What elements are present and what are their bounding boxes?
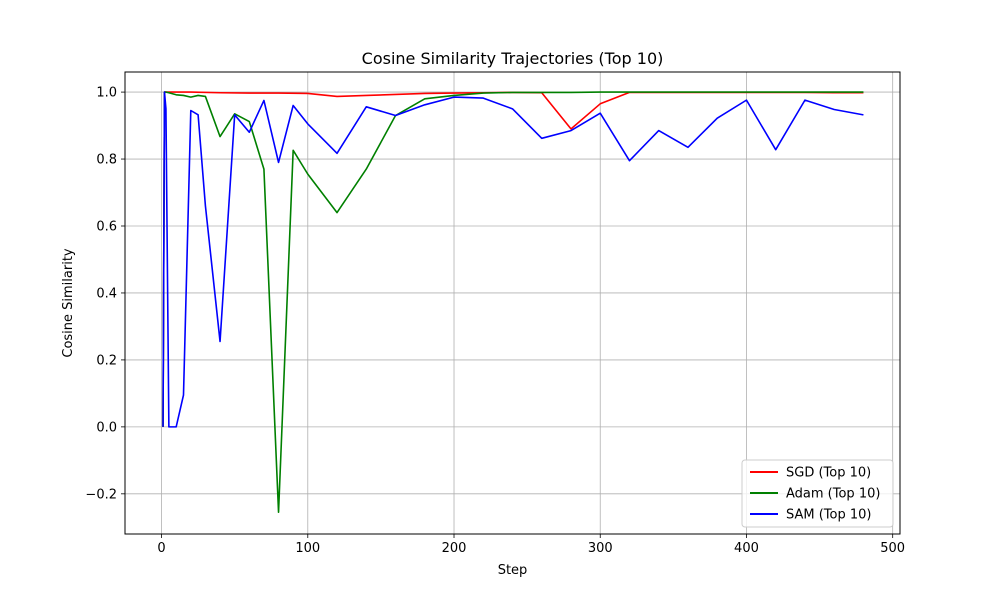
- y-axis-label: Cosine Similarity: [61, 248, 76, 358]
- x-axis-label: Step: [498, 563, 528, 578]
- y-tick-label: 0.2: [96, 353, 117, 368]
- y-tick-label: −0.2: [85, 487, 117, 502]
- legend-box: [741, 459, 894, 528]
- legend-label-sam: SAM (Top 10): [786, 508, 872, 523]
- series-lines: [162, 91, 864, 514]
- legend-label-adam: Adam (Top 10): [786, 487, 880, 502]
- x-tick-label: 500: [880, 541, 905, 556]
- plot-frame: [124, 71, 901, 535]
- chart-title: Cosine Similarity Trajectories (Top 10): [362, 49, 664, 68]
- series-line-adam: [162, 91, 864, 514]
- x-tick-label: 100: [295, 541, 320, 556]
- legend-label-sgd: SGD (Top 10): [786, 466, 871, 481]
- x-tick-label: 300: [588, 541, 613, 556]
- y-tick-label: 0.0: [96, 420, 117, 435]
- y-tick-label: 0.4: [96, 286, 117, 301]
- x-tick-label: 200: [442, 541, 467, 556]
- axis-ticks: 0 100 200 300 400 500 −0.2 0.0 0.2 0.4 0.6 0.8 1.0: [85, 86, 905, 556]
- y-tick-label: 1.0: [96, 86, 117, 101]
- legend: SGD (Top 10) Adam (Top 10) SAM (Top 10): [741, 459, 894, 528]
- x-tick-label: 0: [157, 541, 165, 556]
- y-tick-label: 0.8: [96, 153, 117, 168]
- x-tick-label: 400: [734, 541, 759, 556]
- y-tick-label: 0.6: [96, 220, 117, 235]
- series-line-sam: [162, 91, 864, 428]
